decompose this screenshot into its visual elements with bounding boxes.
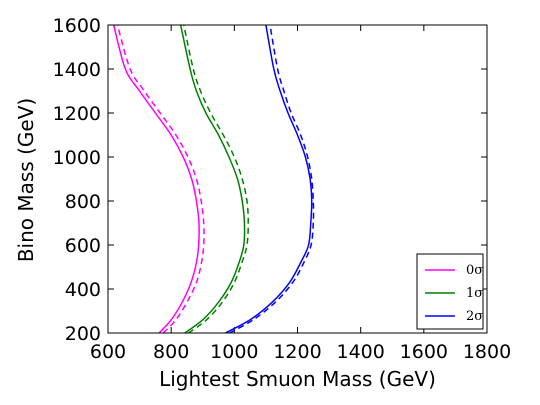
y-tick-label: 1400 <box>53 59 101 81</box>
x-tick-label: 600 <box>90 341 126 363</box>
x-tick-label: 1600 <box>400 341 448 363</box>
y-tick-label: 800 <box>65 191 101 213</box>
y-tick-label: 400 <box>65 279 101 301</box>
legend-label: 2σ <box>466 309 483 324</box>
series-line-3-dashed <box>183 24 249 334</box>
series-line-4-solid <box>225 24 313 334</box>
x-tick-label: 1800 <box>463 341 511 363</box>
x-tick-label: 1400 <box>336 341 384 363</box>
series-line-2-solid <box>179 24 246 334</box>
series-line-1-dashed <box>116 24 205 334</box>
x-tick-label: 1200 <box>273 341 321 363</box>
tick-labels: 600 800 1000 1200 1400 1600 1800 200 400 600 800 10… <box>53 15 512 363</box>
legend-label: 1σ <box>466 286 483 301</box>
series-line-0-solid <box>112 24 200 334</box>
legend-label: 0σ <box>466 263 483 278</box>
series-line-5-dashed <box>229 24 315 334</box>
y-tick-label: 1600 <box>53 15 101 37</box>
y-tick-label: 600 <box>65 235 101 257</box>
y-tick-label: 1200 <box>53 103 101 125</box>
plot-frame <box>107 24 488 334</box>
x-tick-label: 1000 <box>210 341 258 363</box>
x-tick-label: 800 <box>153 341 189 363</box>
x-axis-label: Lightest Smuon Mass (GeV) <box>159 367 436 391</box>
y-axis-label: Bino Mass (GeV) <box>14 98 38 262</box>
legend: 0σ 1σ 2σ <box>416 253 484 330</box>
y-tick-label: 1000 <box>53 147 101 169</box>
y-tick-label: 200 <box>65 323 101 345</box>
curves <box>112 24 315 334</box>
